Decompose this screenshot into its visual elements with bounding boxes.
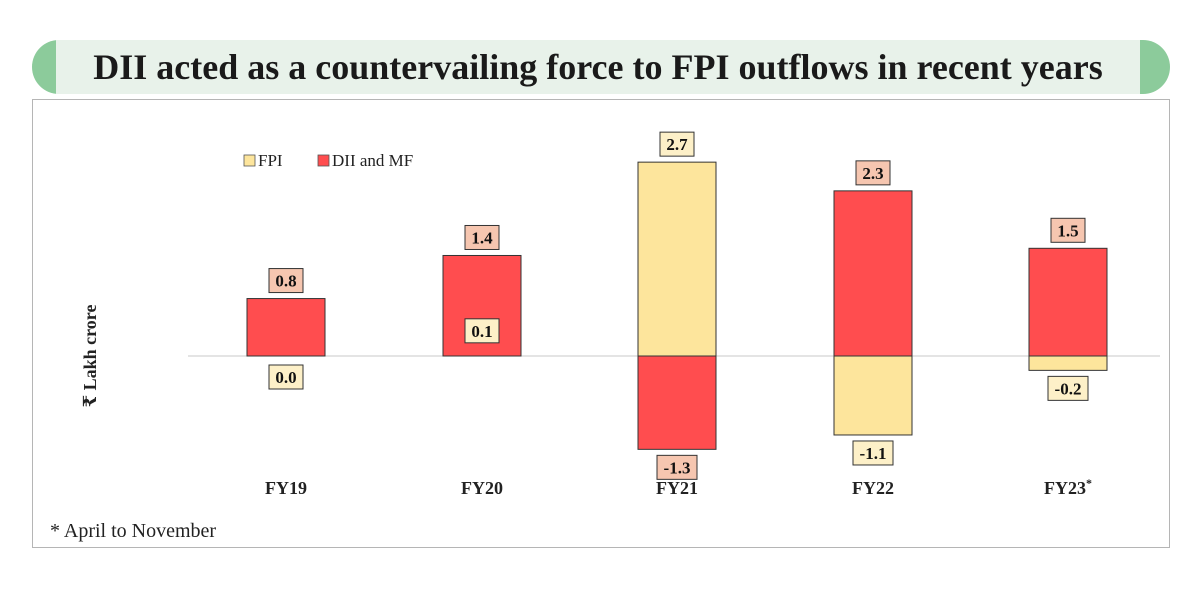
data-label-fpi-FY21: 2.7 xyxy=(666,135,688,154)
data-label-box-fpi-FY19 xyxy=(268,364,304,390)
data-label-box-dii-FY22 xyxy=(855,160,891,186)
data-label-box-dii-FY21 xyxy=(656,454,698,480)
y-axis-label: ₹ Lakh crore xyxy=(80,305,100,408)
bar-fpi-FY23 xyxy=(1028,355,1108,371)
data-label-box-dii-FY20 xyxy=(464,224,500,250)
legend-swatch-dii xyxy=(317,154,330,167)
bar-dii-FY19 xyxy=(246,298,326,357)
data-label-fpi-FY23: -0.2 xyxy=(1055,379,1082,398)
title-panel: DII acted as a countervailing force to F… xyxy=(56,40,1140,94)
legend-label-fpi: FPI xyxy=(258,151,283,170)
data-label-dii-FY22: 2.3 xyxy=(862,164,883,183)
data-label-fpi-FY22: -1.1 xyxy=(860,444,887,463)
data-label-dii-FY19: 0.8 xyxy=(275,272,296,291)
bar-dii-FY23 xyxy=(1028,247,1108,357)
footnote: * April to November xyxy=(50,520,217,542)
data-label-box-dii-FY23 xyxy=(1050,217,1086,243)
bar-fpi-FY22 xyxy=(833,355,913,436)
x-tick-label-FY23: FY23* xyxy=(1044,476,1092,498)
x-tick-label-FY22: FY22 xyxy=(852,478,894,498)
bar-dii-FY22 xyxy=(833,190,913,357)
data-label-box-fpi-FY21 xyxy=(659,131,695,157)
x-tick-label-FY20: FY20 xyxy=(461,478,503,498)
x-tick-label-FY19: FY19 xyxy=(265,478,307,498)
data-label-fpi-FY19: 0.0 xyxy=(275,368,296,387)
chart-frame xyxy=(32,99,1170,548)
data-label-box-fpi-FY20 xyxy=(464,318,500,344)
data-label-dii-FY20: 1.4 xyxy=(471,228,493,247)
data-label-dii-FY23: 1.5 xyxy=(1057,221,1078,240)
legend-swatch-fpi xyxy=(243,154,256,167)
bar-dii-FY21 xyxy=(637,355,717,450)
data-label-fpi-FY20: 0.1 xyxy=(471,322,492,341)
data-label-box-dii-FY19 xyxy=(268,268,304,294)
legend-label-dii: DII and MF xyxy=(332,151,413,170)
chart-title: DII acted as a countervailing force to F… xyxy=(93,47,1103,87)
x-tick-label-FY21: FY21 xyxy=(656,478,698,498)
bar-fpi-FY21 xyxy=(637,161,717,357)
data-label-dii-FY21: -1.3 xyxy=(664,458,691,477)
data-label-box-fpi-FY23 xyxy=(1047,375,1089,401)
data-label-box-fpi-FY22 xyxy=(852,440,894,466)
